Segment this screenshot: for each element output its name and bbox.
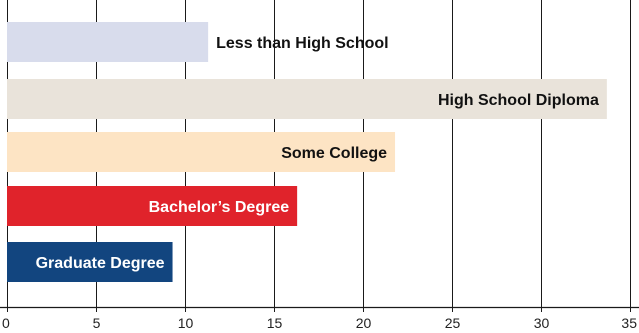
bar: [7, 186, 298, 226]
x-tick-labels: 0 5 10 15 20 25 30 35: [2, 315, 637, 331]
bar: [7, 132, 396, 172]
x-tick-label: 5: [93, 315, 101, 331]
x-tick-label: 20: [356, 315, 372, 331]
bars-group: Less than High School High School Diploma…: [7, 22, 607, 282]
x-tick-label: 10: [178, 315, 194, 331]
x-tick-label: 0: [2, 315, 10, 331]
x-tick-label: 30: [534, 315, 550, 331]
x-tick-label: 25: [445, 315, 461, 331]
bar: [7, 79, 607, 119]
x-tick-label: 15: [267, 315, 283, 331]
bar-label: Bachelor’s Degree: [149, 199, 290, 216]
bar-label: Less than High School: [216, 35, 388, 52]
x-tick-label: 35: [621, 315, 637, 331]
bar-label: High School Diploma: [438, 92, 599, 109]
bar-label: Some College: [281, 145, 387, 162]
bar: [7, 242, 173, 282]
bar-label: Graduate Degree: [36, 255, 165, 272]
bar: [7, 22, 209, 62]
